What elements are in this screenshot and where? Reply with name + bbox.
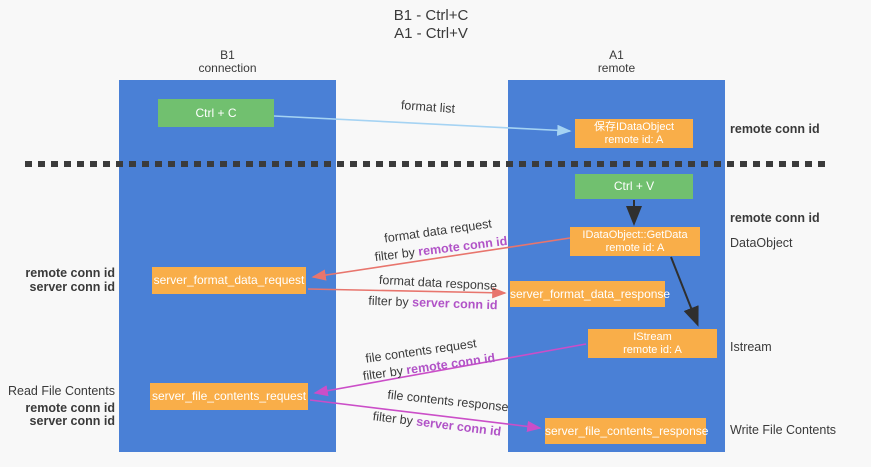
node-server-file-contents-request-label: server_file_contents_request bbox=[151, 389, 307, 403]
read-file-contents-label: Read File Contents bbox=[7, 384, 115, 398]
node-istream: IStream remote id: A bbox=[588, 329, 717, 358]
node-server-format-data-request: server_format_data_request bbox=[152, 267, 306, 294]
left-remote-conn-id-label: remote conn id bbox=[25, 266, 115, 280]
right-column-header-line2: remote bbox=[597, 61, 636, 75]
node-ctrl-v: Ctrl + V bbox=[575, 174, 693, 199]
node-server-file-contents-request: server_file_contents_request bbox=[150, 383, 308, 410]
left-remote-conn-id-label-2: remote conn id bbox=[25, 401, 115, 415]
node-ctrl-c-label: Ctrl + C bbox=[195, 105, 237, 120]
node-idataobject-getdata: IDataObject::GetData remote id: A bbox=[570, 227, 700, 256]
right-remote-conn-id-label-2: remote conn id bbox=[730, 211, 820, 225]
right-column-header: A1 remote bbox=[508, 49, 725, 75]
diagram-title-line2: A1 - Ctrl+V bbox=[394, 25, 468, 42]
node-ctrl-c: Ctrl + C bbox=[158, 99, 274, 127]
node-idataobject-getdata-line1: IDataObject::GetData bbox=[582, 228, 688, 241]
istream-label: Istream bbox=[730, 340, 772, 354]
label-filter-remote-2-prefix: filter by bbox=[361, 363, 408, 384]
dashed-divider-line bbox=[25, 161, 831, 167]
node-save-idataobject-line1: 保存IDataObject bbox=[593, 120, 675, 133]
label-filter-server-1: filter by server conn id bbox=[368, 294, 498, 313]
node-save-idataobject-line2: remote id: A bbox=[604, 133, 664, 146]
left-server-conn-id-label: server conn id bbox=[29, 280, 115, 294]
right-column-header-line1: A1 bbox=[609, 48, 624, 62]
left-column-header-line1: B1 bbox=[220, 48, 235, 62]
label-filter-server-2-prefix: filter by bbox=[372, 409, 418, 429]
diagram-title: B1 - Ctrl+C A1 - Ctrl+V bbox=[0, 7, 862, 43]
diagram-title-line1: B1 - Ctrl+C bbox=[393, 7, 469, 24]
node-server-format-data-request-label: server_format_data_request bbox=[153, 273, 305, 287]
left-server-conn-id-label-2: server conn id bbox=[29, 414, 115, 428]
label-filter-server-2-value: server conn id bbox=[415, 414, 502, 439]
label-file-contents-response: file contents response bbox=[386, 387, 510, 415]
node-server-file-contents-response-label: server_file_contents_response bbox=[545, 423, 709, 438]
node-server-format-data-response: server_format_data_response bbox=[510, 281, 671, 307]
node-istream-line1: IStream bbox=[633, 330, 672, 343]
node-server-file-contents-response: server_file_contents_response bbox=[545, 418, 709, 444]
node-idataobject-getdata-line2: remote id: A bbox=[605, 241, 665, 254]
label-format-list: format list bbox=[400, 98, 456, 116]
write-file-contents-label: Write File Contents bbox=[730, 423, 837, 437]
label-filter-server-2: filter by server conn id bbox=[372, 409, 502, 439]
left-column-header-line2: connection bbox=[198, 61, 257, 75]
label-filter-server-1-value: server conn id bbox=[411, 295, 498, 313]
node-server-format-data-response-label: server_format_data_response bbox=[510, 286, 671, 301]
label-format-data-response: format data response bbox=[378, 272, 498, 294]
node-istream-line2: remote id: A bbox=[623, 343, 682, 356]
left-column-header: B1 connection bbox=[119, 49, 336, 75]
dataobject-label: DataObject bbox=[730, 236, 793, 250]
label-filter-server-1-prefix: filter by bbox=[368, 293, 413, 310]
node-ctrl-v-label: Ctrl + V bbox=[613, 179, 655, 193]
right-remote-conn-id-label-1: remote conn id bbox=[730, 122, 820, 136]
label-filter-remote-1-prefix: filter by bbox=[373, 244, 420, 265]
node-save-idataobject: 保存IDataObject remote id: A bbox=[575, 119, 693, 148]
